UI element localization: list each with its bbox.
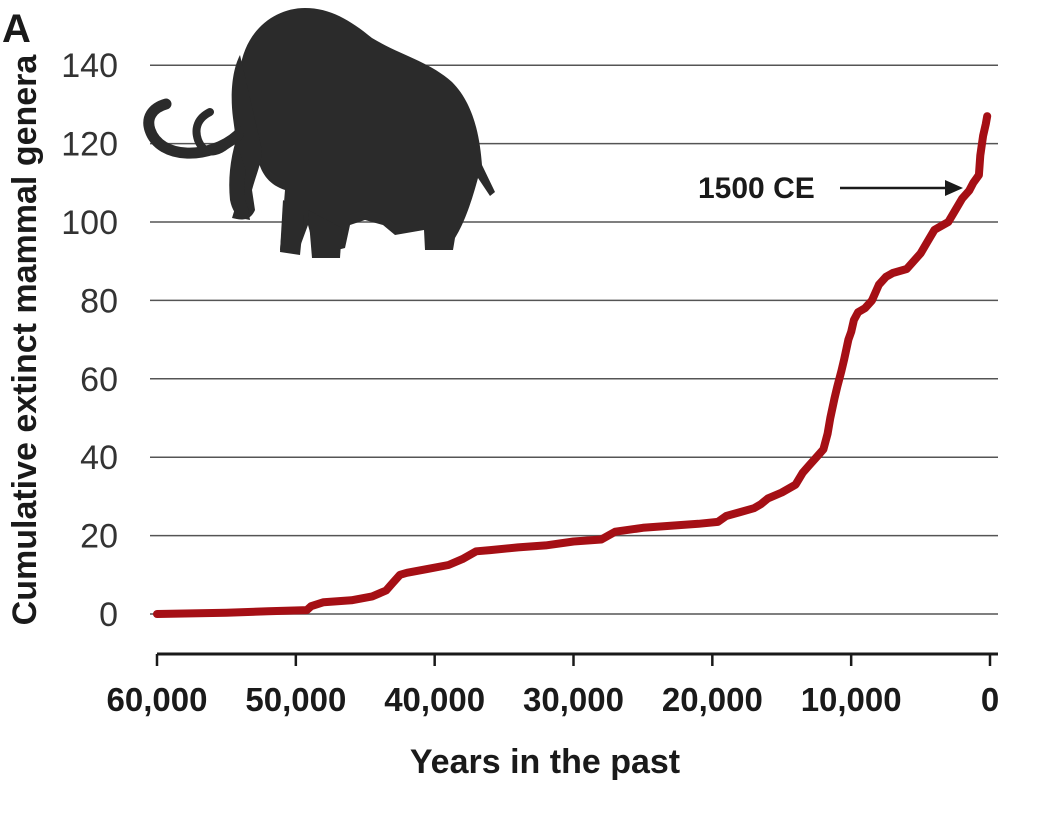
y-tick-label: 140 [61, 47, 118, 85]
y-tick-label: 100 [61, 204, 118, 242]
y-tick-label: 20 [80, 518, 118, 556]
y-tick-label: 120 [61, 126, 118, 164]
x-tick-label: 0 [981, 681, 999, 718]
series-group [153, 112, 992, 618]
y-tick-label: 60 [80, 361, 118, 399]
x-tick-label: 50,000 [245, 681, 346, 718]
x-axis-label: Years in the past [410, 743, 680, 781]
x-tick-label: 60,000 [107, 681, 208, 718]
x-tick-label: 20,000 [662, 681, 763, 718]
x-tick-label: 30,000 [523, 681, 624, 718]
y-tick-labels: 0 20 40 60 80 100 120 140 [61, 47, 118, 634]
y-tick-label: 40 [80, 439, 118, 477]
x-tick-label: 10,000 [801, 681, 902, 718]
y-tick-label: 0 [99, 596, 118, 634]
annotation-arrow-icon [840, 180, 963, 196]
panel-label: A [2, 7, 31, 51]
y-axis-label: Cumulative extinct mammal genera [6, 54, 44, 626]
annotation-1500ce: 1500 CE [698, 172, 815, 205]
y-tick-label: 80 [80, 282, 118, 320]
woolly-mammoth-icon [229, 8, 495, 258]
series-line-0 [153, 112, 992, 618]
tusk-icon [143, 98, 244, 159]
x-axis: 60,000 50,000 40,000 30,000 20,000 10,000 0 [107, 652, 999, 718]
x-tick-label: 40,000 [384, 681, 485, 718]
